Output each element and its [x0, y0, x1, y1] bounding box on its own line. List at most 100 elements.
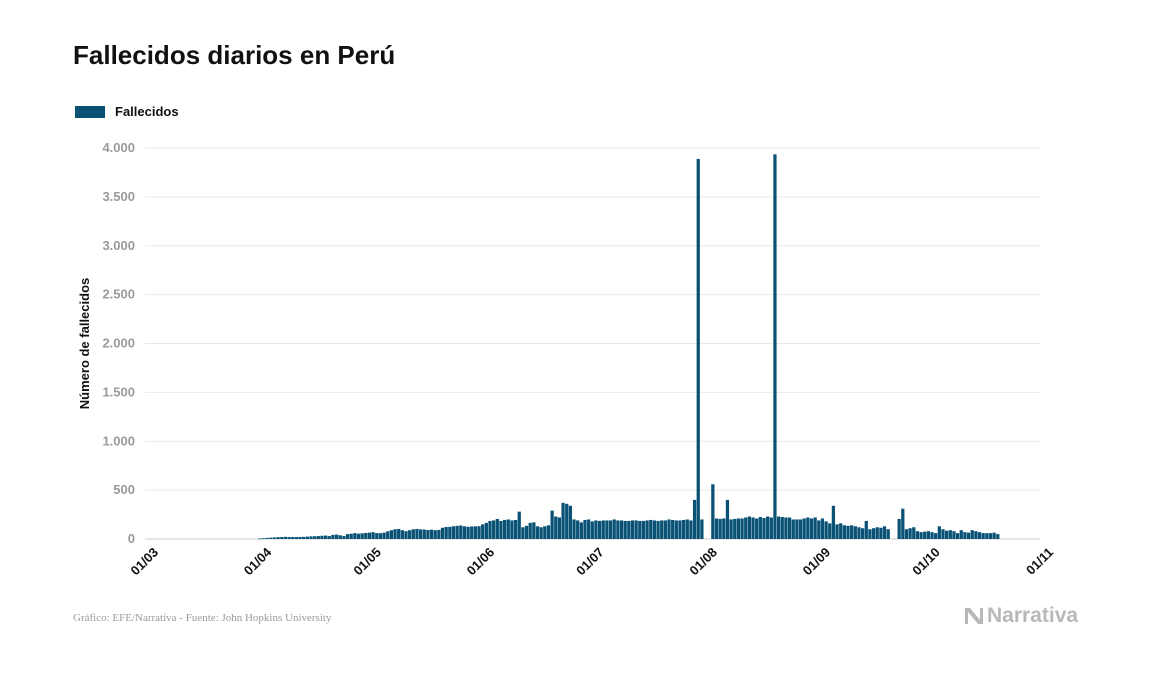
bar [261, 538, 266, 540]
bar [937, 526, 941, 539]
bar [725, 499, 730, 539]
bar [342, 536, 346, 539]
bar [948, 530, 952, 539]
bar [652, 520, 657, 539]
bar [977, 532, 982, 539]
y-tick-label: 2.500 [102, 287, 135, 302]
bar [682, 519, 686, 539]
bar [488, 520, 492, 539]
bar [992, 532, 996, 539]
bar [908, 528, 912, 539]
bar [426, 530, 430, 539]
bar [269, 537, 273, 539]
bar [875, 527, 879, 539]
bar [729, 519, 733, 539]
bar [528, 522, 532, 539]
bar [612, 519, 616, 539]
bar [608, 520, 613, 539]
bar [495, 518, 499, 539]
x-tick-label: 01/03 [128, 545, 162, 579]
bar [649, 519, 653, 539]
bar [839, 523, 843, 539]
bar [966, 532, 971, 539]
bar [718, 518, 722, 539]
bar [353, 533, 357, 539]
bar [963, 532, 967, 539]
bar [630, 520, 635, 539]
y-tick-label: 3.500 [102, 189, 135, 204]
bar [557, 517, 562, 539]
x-tick-label: 01/09 [800, 545, 834, 579]
bar [769, 517, 773, 539]
bar [747, 516, 752, 539]
bar [996, 534, 1000, 539]
bar [561, 502, 565, 539]
bar [645, 520, 649, 539]
bar [981, 533, 985, 539]
bar [517, 511, 521, 539]
bar [305, 536, 309, 539]
bar [802, 518, 806, 539]
y-tick-label: 3.000 [102, 238, 135, 253]
bar [806, 517, 810, 539]
bar [572, 519, 576, 539]
bar [324, 535, 328, 539]
brand-logo: Narrativa [963, 604, 1078, 628]
bar [864, 520, 868, 539]
bar [926, 531, 931, 539]
bar [601, 520, 605, 539]
bar [868, 529, 872, 539]
source-note: Gráfico: EFE/Narrativa - Fuente: John Ho… [73, 612, 332, 624]
bar [941, 529, 945, 539]
bar [696, 158, 700, 539]
bar [455, 525, 459, 539]
y-tick-label: 2.000 [102, 336, 135, 351]
bar [678, 520, 682, 539]
bar [619, 520, 624, 539]
bar [831, 505, 836, 539]
legend-swatch [75, 105, 105, 118]
bar [758, 517, 762, 539]
bar [364, 532, 368, 539]
y-tick-label: 4.000 [102, 140, 135, 155]
bar [780, 517, 784, 539]
bar [477, 526, 481, 539]
bar [473, 526, 478, 539]
bar [444, 526, 448, 539]
bar [923, 531, 927, 539]
bar [587, 519, 591, 539]
y-tick-label: 1.000 [102, 433, 135, 448]
bar [740, 518, 744, 539]
bar [579, 522, 583, 539]
bar [955, 533, 960, 539]
bar [539, 527, 543, 539]
y-tick-label: 1.500 [102, 384, 135, 399]
bar [711, 484, 715, 539]
bar [663, 520, 667, 539]
bar [356, 533, 361, 539]
bar [590, 521, 594, 539]
y-tick-label: 500 [113, 482, 135, 497]
bar [499, 520, 503, 539]
bar [667, 519, 671, 539]
bar [634, 520, 638, 539]
bar [912, 527, 916, 539]
bar [506, 519, 510, 539]
bar [411, 529, 415, 539]
bar [952, 531, 956, 539]
bar [901, 508, 905, 539]
bar [521, 527, 525, 539]
bar [934, 533, 938, 539]
bar [415, 528, 419, 539]
bar [313, 536, 317, 539]
bar [828, 523, 832, 539]
bar [371, 532, 375, 539]
bar [462, 526, 467, 539]
bar [897, 518, 901, 539]
bar [685, 519, 689, 539]
bar [714, 518, 719, 539]
bar [798, 519, 803, 539]
bar [283, 536, 288, 539]
bar [594, 520, 598, 539]
